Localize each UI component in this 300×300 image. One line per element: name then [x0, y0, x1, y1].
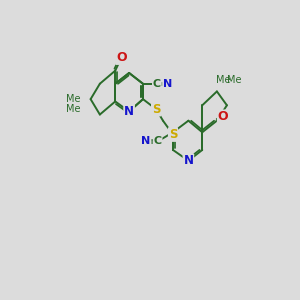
Text: S: S — [152, 103, 160, 116]
Text: Me: Me — [66, 94, 81, 104]
Text: C: C — [154, 136, 162, 146]
Text: S: S — [169, 128, 177, 141]
Text: Me: Me — [227, 75, 242, 85]
Text: O: O — [218, 110, 228, 123]
Text: N: N — [163, 79, 172, 89]
Text: N: N — [124, 105, 134, 118]
Text: C: C — [153, 79, 161, 89]
Text: Me: Me — [216, 75, 230, 85]
Text: Me: Me — [66, 104, 81, 114]
Text: N: N — [141, 136, 151, 146]
Text: N: N — [183, 154, 194, 167]
Text: O: O — [116, 51, 127, 64]
